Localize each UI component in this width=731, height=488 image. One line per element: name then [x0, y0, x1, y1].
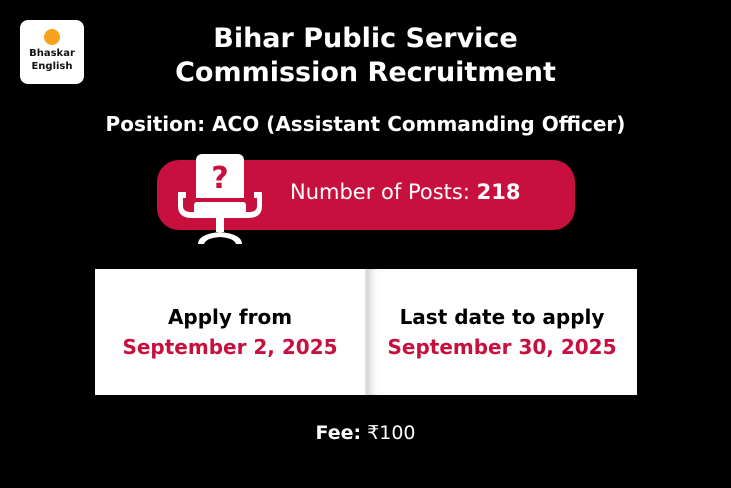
last-date-date: September 30, 2025 — [387, 335, 617, 359]
posts-count: Number of Posts: 218 — [290, 180, 520, 204]
logo-sun-icon — [44, 29, 60, 45]
last-date-label: Last date to apply — [399, 305, 605, 329]
office-chair-question-icon: ? — [178, 154, 262, 244]
svg-text:?: ? — [211, 161, 228, 196]
dates-panel: Apply from September 2, 2025 Last date t… — [95, 269, 637, 395]
fee-text: Fee: ₹100 — [0, 422, 731, 444]
logo-text-line2: English — [31, 61, 73, 72]
title-line1: Bihar Public Service — [213, 23, 518, 54]
title-line2: Commission Recruitment — [175, 57, 556, 88]
apply-from-label: Apply from — [167, 305, 293, 329]
apply-from-card: Apply from September 2, 2025 — [95, 269, 365, 395]
posts-value: 218 — [476, 180, 521, 204]
position-text: Position: ACO (Assistant Commanding Offi… — [105, 112, 626, 136]
fee-label: Fee: — [315, 422, 362, 444]
page-title: Bihar Public Service Commission Recruitm… — [100, 22, 731, 90]
bhaskar-english-logo: Bhaskar English — [20, 20, 84, 84]
apply-from-date: September 2, 2025 — [122, 335, 338, 359]
last-date-card: Last date to apply September 30, 2025 — [365, 269, 637, 395]
posts-label: Number of Posts: — [290, 180, 470, 204]
fee-value: ₹100 — [367, 422, 416, 444]
logo-text-line1: Bhaskar — [29, 48, 75, 59]
